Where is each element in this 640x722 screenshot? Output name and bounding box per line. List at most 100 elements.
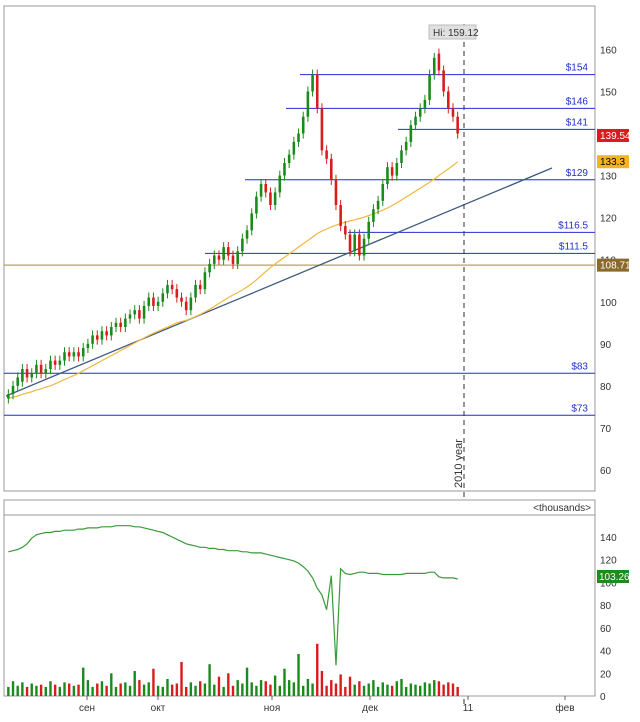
volume-bar <box>105 685 108 696</box>
volume-bar <box>194 685 197 696</box>
time-tick-label: дек <box>362 703 378 714</box>
volume-bar <box>7 686 10 696</box>
volume-bar <box>231 685 235 696</box>
volume-bar <box>25 686 29 696</box>
volume-bar <box>245 667 249 696</box>
candle-body <box>95 335 99 340</box>
volume-bar <box>77 684 80 696</box>
time-tick-label: ноя <box>264 703 281 714</box>
candle-body <box>124 318 127 327</box>
volume-bar <box>58 686 62 696</box>
price-tick-label: 150 <box>600 87 617 98</box>
candle-body <box>227 247 230 256</box>
price-level-label: $129 <box>566 168 589 179</box>
candle-body <box>320 108 324 151</box>
volume-bar <box>39 684 43 696</box>
volume-bar <box>175 683 179 696</box>
candle-body <box>348 234 352 252</box>
volume-bar <box>124 682 127 696</box>
candle-body <box>404 141 408 151</box>
candle-body <box>114 322 118 327</box>
candle-body <box>339 205 342 227</box>
candle-body <box>81 348 85 357</box>
volume-bar <box>30 683 33 696</box>
volume-bar <box>302 685 305 696</box>
volume-bar <box>433 680 436 696</box>
candle-body <box>390 167 394 176</box>
candle-body <box>255 196 258 214</box>
candle-body <box>138 310 141 319</box>
candle-body <box>184 301 188 311</box>
volume-bar <box>358 681 361 696</box>
volume-bar <box>213 684 216 696</box>
candle-body <box>456 116 459 134</box>
price-tick-label: 90 <box>600 340 612 351</box>
candle-body <box>353 234 356 252</box>
volume-bar <box>161 686 164 696</box>
volume-bar <box>306 678 310 696</box>
candle-body <box>264 184 268 193</box>
candle-body <box>222 247 225 260</box>
volume-bar <box>259 680 263 696</box>
trend-line <box>5 167 553 397</box>
indicator-tick-label: 0 <box>600 692 606 703</box>
volume-bar <box>409 683 413 696</box>
candle-body <box>315 74 319 109</box>
volume-bar <box>184 686 188 696</box>
volume-bar <box>147 682 150 696</box>
volume-bar <box>100 681 104 696</box>
price-badge <box>597 128 629 142</box>
candle-body <box>180 297 183 302</box>
price-panel <box>3 5 596 492</box>
volume-bar <box>339 674 342 696</box>
candle-body <box>217 255 221 260</box>
candle-body <box>428 74 431 100</box>
high-label-box <box>428 24 477 40</box>
candle-body <box>269 192 272 206</box>
candle-body <box>91 335 94 344</box>
candle-body <box>203 272 207 290</box>
price-tick-label: 60 <box>600 466 612 477</box>
candle-body <box>44 369 48 374</box>
candle-body <box>330 158 333 180</box>
candle-body <box>395 162 399 176</box>
volume-bar <box>287 680 291 696</box>
price-badges: 139.54 133.3 108.71 <box>597 128 631 272</box>
candle-body <box>250 213 254 231</box>
volume-bar <box>437 681 441 696</box>
candle-body <box>119 322 122 327</box>
price-level-label: $141 <box>566 117 589 128</box>
volume-bar <box>442 684 445 696</box>
volume-bar <box>278 685 282 696</box>
volume-bar <box>63 682 66 696</box>
price-badge <box>597 155 629 169</box>
candle-body <box>236 251 239 264</box>
time-tick-label: 11 <box>463 703 474 714</box>
volume-bar <box>96 683 99 696</box>
volume-bar <box>35 685 38 696</box>
indicator-tick-label: 60 <box>600 624 612 635</box>
candle-body <box>39 364 43 374</box>
candle-body <box>241 238 244 252</box>
candle-body <box>259 184 263 197</box>
candle-body <box>133 310 136 315</box>
candle-body <box>362 238 366 256</box>
price-badge-label: 133.3 <box>600 157 625 168</box>
volume-bar <box>400 678 403 696</box>
high-label: Hi: 159.12 <box>433 28 479 39</box>
candle-body <box>432 57 436 75</box>
candle-body <box>381 184 385 201</box>
candle-body <box>418 108 422 117</box>
candle-body <box>128 314 132 319</box>
indicator-line <box>8 525 458 666</box>
volume-bar <box>320 671 324 696</box>
indicator-value-label: 103.26 <box>599 572 630 583</box>
candle-body <box>156 301 160 306</box>
volume-bar <box>156 685 160 696</box>
candle-body <box>409 125 413 142</box>
volume-bar <box>44 686 47 696</box>
volume-bar <box>273 675 277 696</box>
volume-bar <box>138 680 141 696</box>
candle-body <box>7 394 10 399</box>
candle-body <box>198 284 202 290</box>
